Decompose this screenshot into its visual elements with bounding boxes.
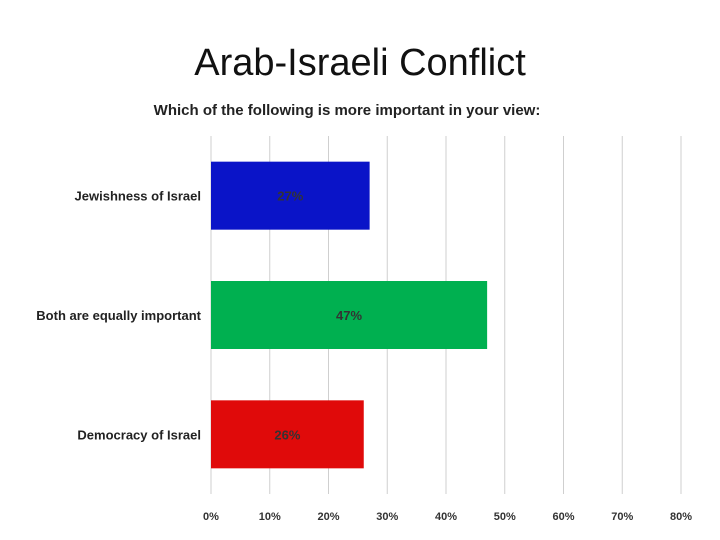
x-tick-label: 40% [435, 511, 457, 523]
category-label: Both are equally important [36, 308, 201, 323]
chart-title: Which of the following is more important… [153, 102, 541, 119]
category-labels: Jewishness of Israel Both are equally imp… [36, 189, 201, 443]
bar [211, 400, 364, 469]
bar [211, 161, 370, 230]
x-tick-label: 10% [259, 511, 281, 523]
x-tick-label: 80% [670, 511, 692, 523]
bar-data-label: 47% [336, 308, 362, 323]
x-tick-label: 30% [376, 511, 398, 523]
bars: 27% 47% 26% [211, 161, 488, 469]
slide-title: Arab-Israeli Conflict [194, 42, 526, 84]
bar-data-label: 27% [277, 189, 303, 204]
category-label: Jewishness of Israel [75, 189, 201, 204]
x-tick-labels: 0% 10% 20% 30% 40% 50% 60% 70% 80% [203, 511, 692, 523]
x-tick-label: 60% [552, 511, 574, 523]
x-tick-label: 50% [494, 511, 516, 523]
bar [211, 281, 488, 349]
category-label: Democracy of Israel [77, 427, 201, 442]
bar-data-label: 26% [274, 427, 300, 442]
x-tick-label: 20% [317, 511, 339, 523]
x-tick-label: 0% [203, 511, 219, 523]
x-tick-label: 70% [611, 511, 633, 523]
